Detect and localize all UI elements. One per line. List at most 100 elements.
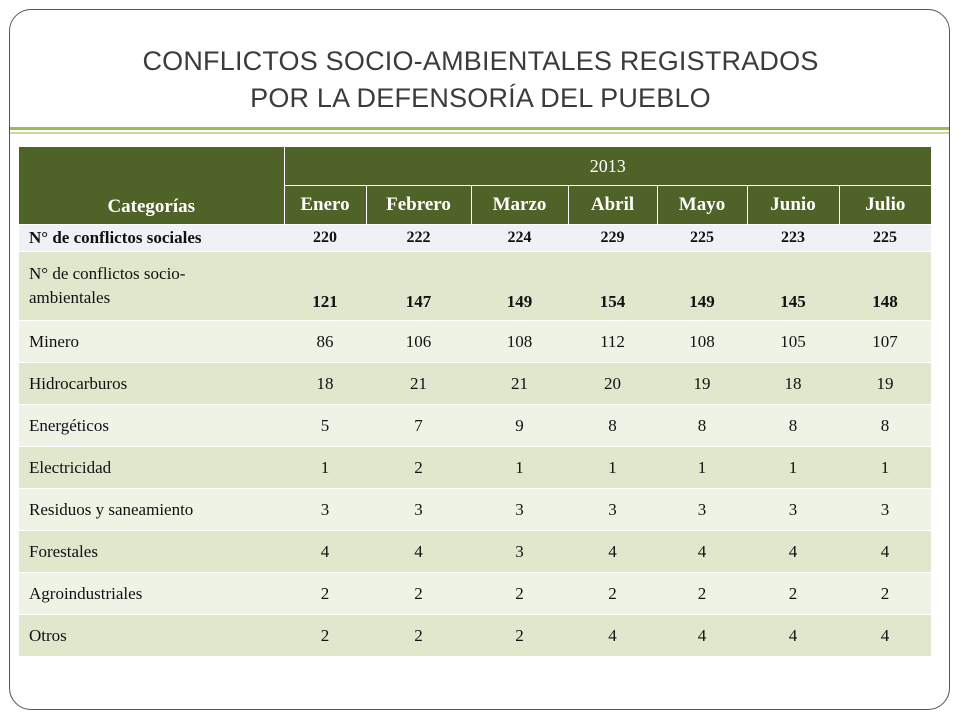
- slide-title: CONFLICTOS SOCIO-AMBIENTALES REGISTRADOS…: [10, 43, 949, 117]
- table-cell: 4: [366, 530, 471, 573]
- table-cell: 86: [284, 320, 366, 363]
- table-cell: 225: [839, 224, 932, 252]
- table-cell: 3: [284, 488, 366, 531]
- table-cell: 4: [568, 614, 657, 656]
- row-label-line-1: N° de conflictos socio-: [29, 264, 186, 283]
- table-cell: 4: [839, 614, 932, 656]
- table-cell: 149: [657, 251, 747, 321]
- table-cell: 8: [657, 404, 747, 447]
- table-cell: 4: [568, 530, 657, 573]
- table-row: Electricidad 1 2 1 1 1 1 1: [19, 446, 932, 489]
- title-line-1: CONFLICTOS SOCIO-AMBIENTALES REGISTRADOS: [142, 46, 819, 76]
- table-cell: 2: [366, 614, 471, 656]
- table-header-row-year: Categorías 2013: [19, 147, 932, 225]
- table-cell: 3: [657, 488, 747, 531]
- table-cell: 108: [657, 320, 747, 363]
- table-cell: 3: [366, 488, 471, 531]
- table-row: Agroindustriales 2 2 2 2 2 2 2: [19, 572, 932, 615]
- table-cell: 2: [471, 614, 568, 656]
- table-cell: 19: [839, 362, 932, 405]
- table-cell: 154: [568, 251, 657, 321]
- row-label: Forestales: [19, 530, 284, 573]
- table-cell: 4: [747, 614, 839, 656]
- table-cell: 18: [747, 362, 839, 405]
- table-cell: 5: [284, 404, 366, 447]
- table-cell: 1: [839, 446, 932, 489]
- table-cell: 2: [747, 572, 839, 615]
- table-row: N° de conflictos socio- ambientales 121 …: [19, 251, 932, 321]
- table-row: Minero 86 106 108 112 108 105 107: [19, 320, 932, 363]
- table-cell: 4: [284, 530, 366, 573]
- table-cell: 8: [568, 404, 657, 447]
- table-cell: 8: [747, 404, 839, 447]
- table-cell: 2: [366, 572, 471, 615]
- title-divider: [10, 127, 949, 130]
- table-row: N° de conflictos sociales 220 222 224 22…: [19, 224, 932, 252]
- row-label: Minero: [19, 320, 284, 363]
- row-label: Otros: [19, 614, 284, 656]
- header-month: Marzo: [470, 185, 568, 225]
- table-cell: 121: [284, 251, 366, 321]
- table-cell: 2: [471, 572, 568, 615]
- table-cell: 147: [366, 251, 471, 321]
- row-label: Residuos y saneamiento: [19, 488, 284, 531]
- row-label: Hidrocarburos: [19, 362, 284, 405]
- table-cell: 4: [839, 530, 932, 573]
- table-cell: 224: [471, 224, 568, 252]
- table-cell: 223: [747, 224, 839, 252]
- table-cell: 107: [839, 320, 932, 363]
- table-cell: 19: [657, 362, 747, 405]
- header-month: Enero: [283, 185, 366, 225]
- table-cell: 3: [568, 488, 657, 531]
- row-label: N° de conflictos sociales: [19, 224, 284, 252]
- table-cell: 105: [747, 320, 839, 363]
- table-cell: 1: [657, 446, 747, 489]
- row-label: Electricidad: [19, 446, 284, 489]
- row-label: N° de conflictos socio- ambientales: [19, 251, 284, 321]
- title-divider-light: [10, 132, 949, 134]
- table-cell: 7: [366, 404, 471, 447]
- table-cell: 1: [568, 446, 657, 489]
- table-cell: 2: [366, 446, 471, 489]
- table-cell: 4: [657, 614, 747, 656]
- table-cell: 2: [839, 572, 932, 615]
- table-cell: 108: [471, 320, 568, 363]
- table-cell: 222: [366, 224, 471, 252]
- table-cell: 220: [284, 224, 366, 252]
- table-cell: 2: [284, 614, 366, 656]
- table-cell: 3: [839, 488, 932, 531]
- table-header-row-months: Enero Febrero Marzo Abril Mayo Junio Jul…: [19, 185, 932, 225]
- row-label: Energéticos: [19, 404, 284, 447]
- table-cell: 8: [839, 404, 932, 447]
- table-cell: 3: [747, 488, 839, 531]
- row-label-line-2: ambientales: [29, 288, 111, 307]
- table-cell: 2: [568, 572, 657, 615]
- header-month: Junio: [746, 185, 839, 225]
- table-cell: 2: [284, 572, 366, 615]
- table-cell: 112: [568, 320, 657, 363]
- header-month: Mayo: [656, 185, 747, 225]
- table-row: Otros 2 2 2 4 4 4 4: [19, 614, 932, 656]
- table-cell: 148: [839, 251, 932, 321]
- table-cell: 20: [568, 362, 657, 405]
- table-cell: 229: [568, 224, 657, 252]
- header-year: 2013: [283, 147, 932, 186]
- table-cell: 1: [747, 446, 839, 489]
- table-cell: 3: [471, 530, 568, 573]
- table-cell: 18: [284, 362, 366, 405]
- table-cell: 21: [366, 362, 471, 405]
- table-cell: 1: [284, 446, 366, 489]
- conflicts-table: Categorías 2013 Enero Febrero Marzo Abri…: [19, 147, 932, 656]
- table-row: Hidrocarburos 18 21 21 20 19 18 19: [19, 362, 932, 405]
- table-cell: 149: [471, 251, 568, 321]
- table-cell: 106: [366, 320, 471, 363]
- table-cell: 4: [657, 530, 747, 573]
- table-cell: 21: [471, 362, 568, 405]
- table-cell: 145: [747, 251, 839, 321]
- header-month: Abril: [567, 185, 657, 225]
- table-cell: 9: [471, 404, 568, 447]
- table-cell: 4: [747, 530, 839, 573]
- table-cell: 3: [471, 488, 568, 531]
- table-row: Residuos y saneamiento 3 3 3 3 3 3 3: [19, 488, 932, 531]
- table-cell: 225: [657, 224, 747, 252]
